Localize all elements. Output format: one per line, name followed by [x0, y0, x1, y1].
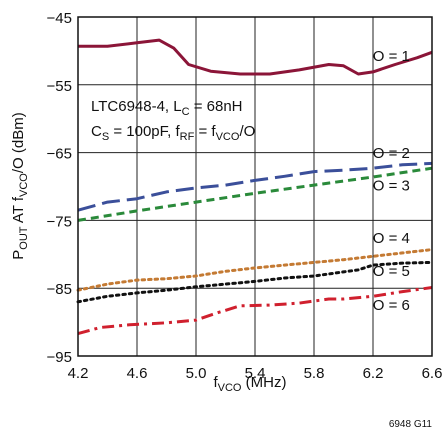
- series-line-o6: [77, 286, 433, 336]
- series-line-o2: [77, 161, 433, 212]
- series-label-o5: O = 5: [373, 263, 410, 280]
- series-line-o3: [77, 166, 433, 222]
- series-label-o1: O = 1: [373, 48, 410, 65]
- x-tick-label: 6.2: [363, 365, 384, 382]
- y-axis-label: POUT AT fVCO/O (dBm): [10, 112, 30, 259]
- y-tick-label: −95: [47, 349, 72, 366]
- annotation-line-2: CS = 100pF, fRF = fVCO/O: [91, 123, 255, 143]
- series-label-o6: O = 6: [373, 297, 410, 314]
- figure-note: 6948 G11: [389, 419, 433, 430]
- y-tick-label: −85: [47, 281, 72, 298]
- annotation-line-1: LTC6948-4, LC = 68nH: [91, 98, 243, 118]
- series-label-o2: O = 2: [373, 145, 410, 162]
- series-label-o4: O = 4: [373, 230, 410, 247]
- x-tick-label: 4.2: [68, 365, 89, 382]
- series-group: [76, 38, 434, 336]
- series-label-o3: O = 3: [373, 178, 410, 195]
- y-tick-label: −45: [47, 10, 72, 27]
- y-tick-label: −75: [47, 213, 72, 230]
- x-tick-label: 6.6: [422, 365, 442, 382]
- series-line-o4: [76, 248, 434, 292]
- x-tick-labels: 4.2 4.6 5.0 5.4 5.8 6.2 6.6: [68, 365, 442, 382]
- x-tick-label: 5.0: [186, 365, 207, 382]
- y-tick-label: −65: [47, 146, 72, 163]
- series-labels: O = 1 O = 2 O = 3 O = 4 O = 5 O = 6: [373, 48, 410, 314]
- y-tick-label: −55: [47, 78, 72, 95]
- x-tick-label: 5.4: [245, 365, 266, 382]
- x-tick-label: 5.8: [304, 365, 325, 382]
- x-axis-label: fVCO (MHz): [213, 374, 286, 394]
- series-line-o5: [76, 260, 434, 304]
- plot-frame: [77, 16, 433, 357]
- series-line-o1: [78, 38, 433, 76]
- y-tick-labels: −45 −55 −65 −75 −85 −95: [47, 10, 72, 366]
- x-tick-label: 4.6: [127, 365, 148, 382]
